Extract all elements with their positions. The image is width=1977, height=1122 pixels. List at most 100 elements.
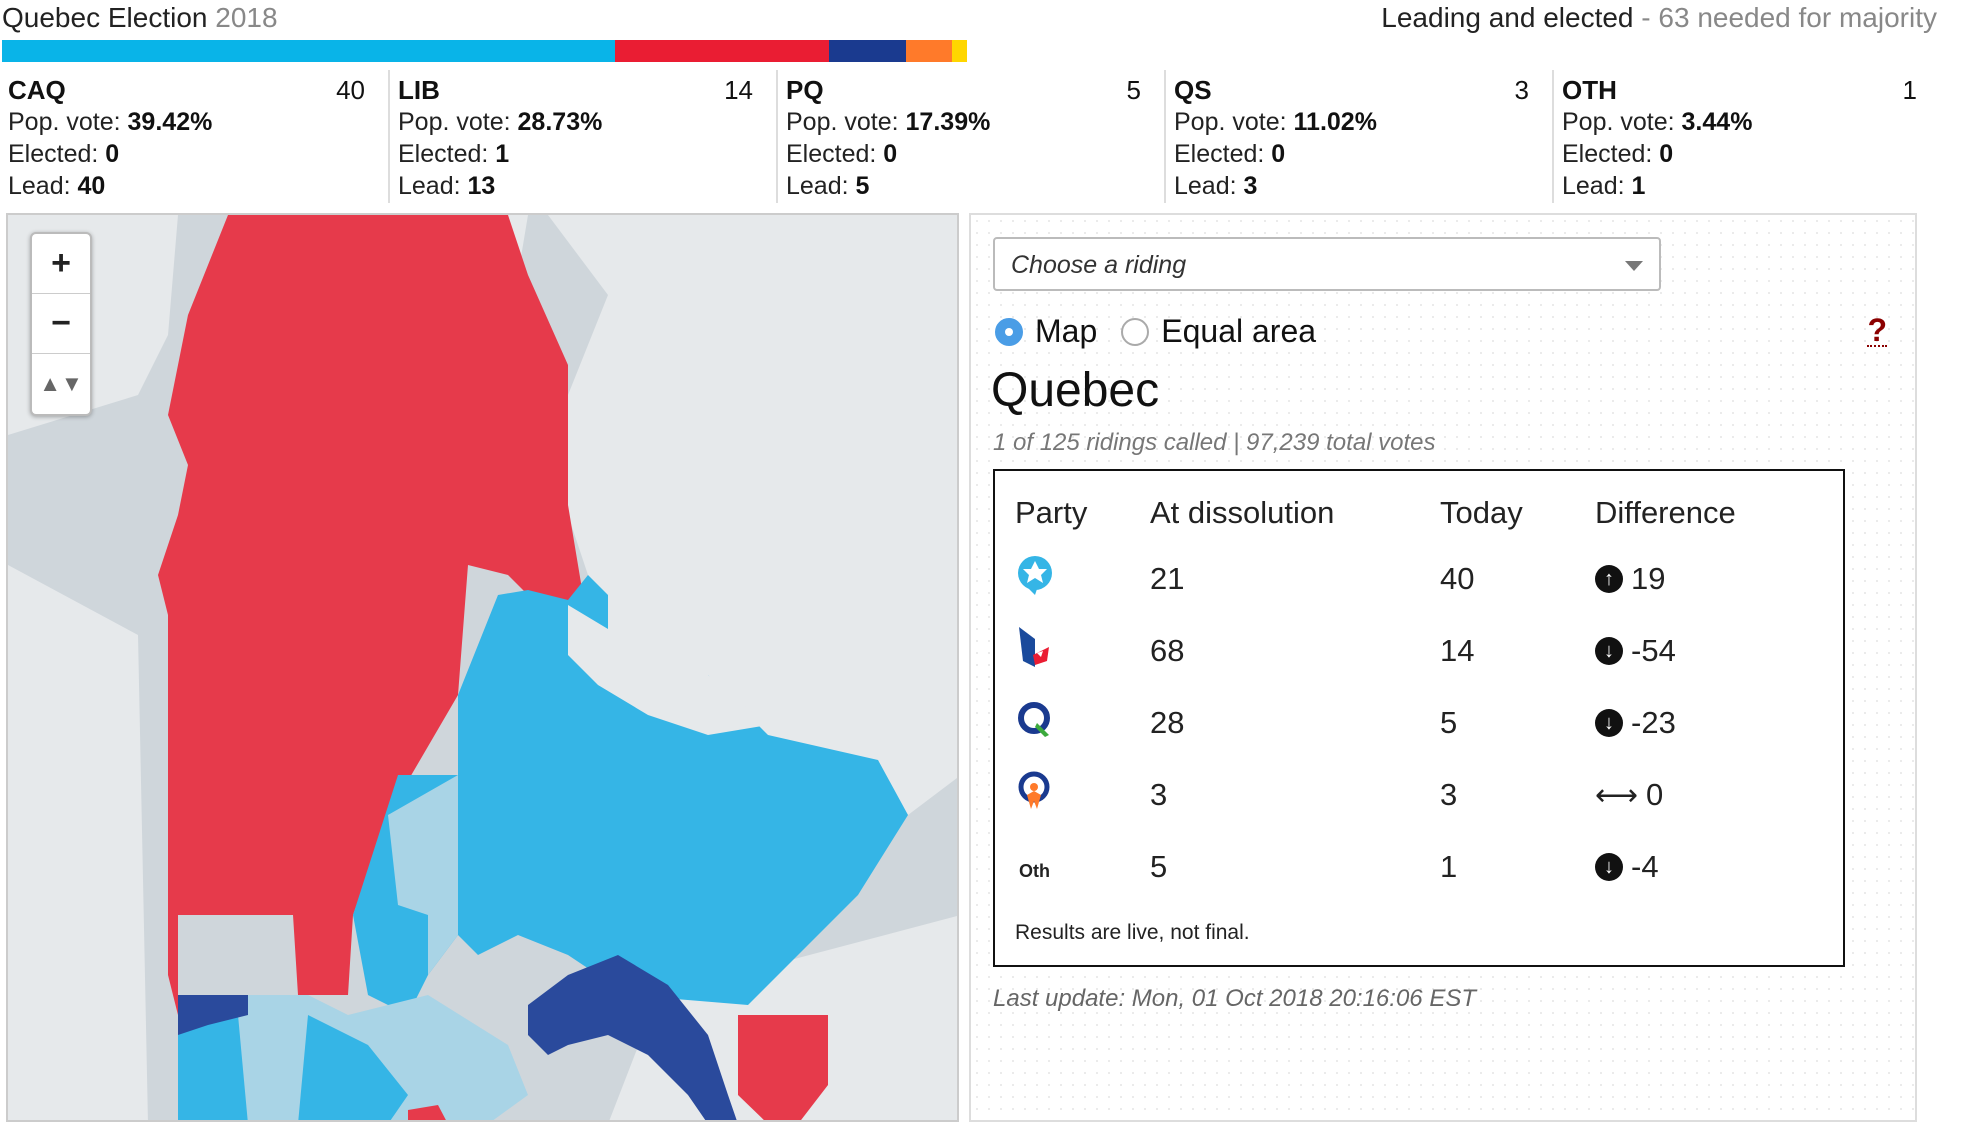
arrow-down-icon: ↓ <box>1595 709 1623 737</box>
table-row: 3 3 ⟷ 0 <box>1015 759 1823 831</box>
riding-ungava[interactable] <box>158 215 583 1015</box>
arrow-down-icon: ↓ <box>1595 637 1623 665</box>
elected-label: Elected: <box>1562 140 1653 168</box>
ridings-called: 1 of 125 ridings called | 97,239 total v… <box>993 429 1436 456</box>
pop-vote-label: Pop. vote: <box>1562 108 1675 136</box>
seat-bar-segment-lib <box>614 40 830 62</box>
party-seats: 3 <box>1514 75 1529 105</box>
radio-equal-area[interactable] <box>1121 317 1150 346</box>
today-value: 40 <box>1440 561 1475 596</box>
riding-central-light[interactable] <box>388 775 458 975</box>
party-card-pq: PQ 5 Pop. vote: 17.39% Elected: 0 Lead: 5 <box>776 70 1161 203</box>
riding-select-placeholder: Choose a riding <box>1011 251 1187 279</box>
pop-vote-label: Pop. vote: <box>786 108 899 136</box>
elected-label: Elected: <box>398 140 489 168</box>
party-code: CAQ <box>8 75 66 105</box>
elected-label: Elected: <box>8 140 99 168</box>
riding-cote-nord[interactable] <box>458 575 908 1005</box>
reset-view-button[interactable]: ▲▼ <box>39 371 83 396</box>
qs-logo-icon <box>1015 769 1150 821</box>
pop-vote-value: 11.02% <box>1293 108 1377 136</box>
majority-summary: Leading and elected - 63 needed for majo… <box>1381 2 1937 34</box>
title-text: Quebec Election <box>2 2 208 33</box>
lead-label: Lead: <box>1174 172 1237 200</box>
difference-cell: ↓ -54 <box>1595 633 1815 669</box>
land-anticosti <box>568 605 768 735</box>
elected-label: Elected: <box>1174 140 1265 168</box>
results-table: Party At dissolution Today Difference 21… <box>993 469 1845 967</box>
lead-label: Lead: <box>398 172 461 200</box>
table-row: 68 14 ↓ -54 <box>1015 615 1823 687</box>
seat-bar <box>2 40 967 62</box>
chevron-down-icon <box>1625 261 1643 271</box>
help-link[interactable]: ? <box>1867 312 1887 348</box>
difference-cell: ⟷ 0 <box>1595 777 1815 813</box>
view-toggle: Map Equal area <box>995 313 1340 350</box>
pop-vote-label: Pop. vote: <box>8 108 121 136</box>
riding-pq-band[interactable] <box>528 955 738 1122</box>
view-map-option[interactable]: Map <box>995 313 1097 350</box>
riding-southwest-caq[interactable] <box>178 1015 248 1122</box>
view-equal-option[interactable]: Equal area <box>1121 313 1316 350</box>
lead-value: 3 <box>1243 172 1258 200</box>
lead-value: 40 <box>77 172 106 200</box>
elected-value: 0 <box>105 140 120 168</box>
land-labrador <box>548 215 957 815</box>
dissolution-value: 28 <box>1150 705 1185 740</box>
lead-label: Lead: <box>1562 172 1625 200</box>
riding-select[interactable]: Choose a riding <box>993 237 1661 291</box>
difference-value: 0 <box>1646 777 1664 812</box>
table-header: Party At dissolution Today Difference <box>1015 483 1823 543</box>
party-card-qs: QS 3 Pop. vote: 11.02% Elected: 0 Lead: 3 <box>1164 70 1549 203</box>
lead-label: Lead: <box>8 172 71 200</box>
elected-value: 0 <box>1659 140 1674 168</box>
pop-vote-value: 28.73% <box>517 108 603 136</box>
riding-lib-south[interactable] <box>408 1105 448 1122</box>
today-value: 5 <box>1440 705 1458 740</box>
party-cards: CAQ 40 Pop. vote: 39.42% Elected: 0 Lead:… <box>0 70 1937 203</box>
party-seats: 5 <box>1126 75 1141 105</box>
lead-value: 5 <box>855 172 870 200</box>
dissolution-value: 68 <box>1150 633 1185 668</box>
caq-logo-icon <box>1015 555 1150 603</box>
view-map-label: Map <box>1035 313 1098 349</box>
view-equal-label: Equal area <box>1161 313 1317 349</box>
today-value: 3 <box>1440 777 1458 812</box>
difference-value: -23 <box>1631 705 1676 740</box>
zoom-out-button[interactable]: − <box>32 294 90 354</box>
region-title: Quebec <box>991 364 1160 417</box>
riding-pq-north[interactable] <box>178 995 248 1035</box>
radio-map[interactable] <box>995 317 1023 346</box>
dissolution-value: 5 <box>1150 849 1168 884</box>
col-dissolution: At dissolution <box>1150 495 1335 530</box>
difference-value: -4 <box>1631 849 1659 884</box>
riding-south-caq[interactable] <box>298 1015 408 1122</box>
majority-note: 63 needed for majority <box>1658 2 1937 33</box>
arrow-down-icon: ↓ <box>1595 853 1623 881</box>
seat-bar-segment-oth <box>951 40 967 62</box>
riding-map[interactable]: + − ▲▼ <box>6 213 959 1122</box>
lib-logo-icon <box>1015 625 1150 677</box>
party-card-oth: OTH 1 Pop. vote: 3.44% Elected: 0 Lead: 1 <box>1552 70 1937 203</box>
riding-gaspe[interactable] <box>738 1015 828 1122</box>
today-value: 1 <box>1440 849 1458 884</box>
lead-label: Lead: <box>786 172 849 200</box>
map-canvas[interactable] <box>8 215 959 1122</box>
zoom-control: + − ▲▼ <box>30 232 92 416</box>
lead-value: 1 <box>1631 172 1646 200</box>
party-seats: 1 <box>1902 75 1917 105</box>
party-card-lib: LIB 14 Pop. vote: 28.73% Elected: 1 Lead:… <box>388 70 773 203</box>
difference-cell: ↑ 19 <box>1595 561 1815 597</box>
pop-vote-label: Pop. vote: <box>1174 108 1287 136</box>
party-seats: 14 <box>724 75 753 105</box>
party-code: PQ <box>786 75 824 105</box>
party-card-caq: CAQ 40 Pop. vote: 39.42% Elected: 0 Lead:… <box>0 70 385 203</box>
elected-label: Elected: <box>786 140 877 168</box>
dissolution-value: 21 <box>1150 561 1185 596</box>
zoom-in-button[interactable]: + <box>32 234 90 294</box>
col-party: Party <box>1015 495 1088 530</box>
col-difference: Difference <box>1595 495 1736 530</box>
pq-logo-icon <box>1015 699 1150 747</box>
elected-value: 0 <box>883 140 898 168</box>
seat-bar-segment-pq <box>829 40 906 62</box>
